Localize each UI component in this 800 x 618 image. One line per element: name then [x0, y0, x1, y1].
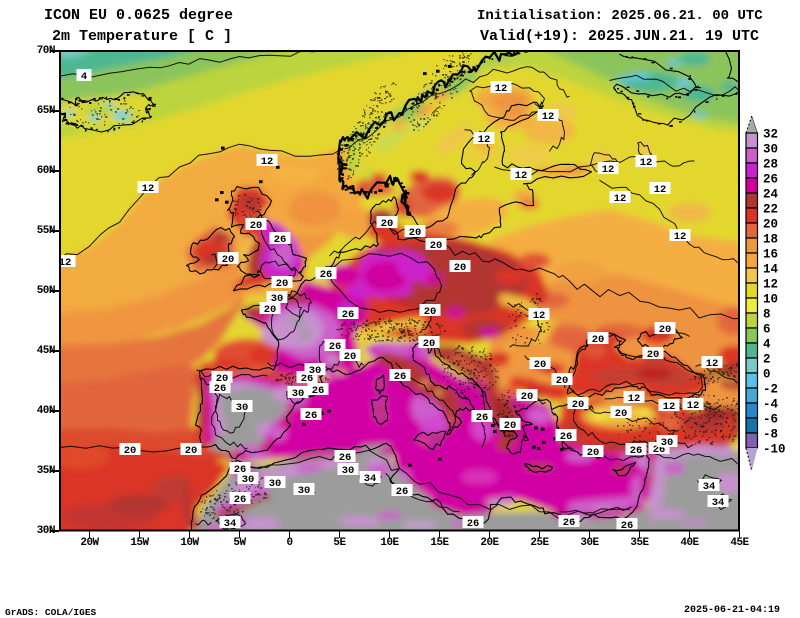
svg-text:20: 20 [430, 240, 443, 252]
svg-text:26: 26 [339, 452, 352, 464]
svg-text:34: 34 [224, 518, 237, 530]
svg-text:20: 20 [423, 338, 436, 350]
svg-text:20: 20 [647, 349, 660, 361]
svg-text:4: 4 [763, 338, 771, 352]
svg-text:26: 26 [342, 309, 355, 321]
svg-text:20: 20 [521, 391, 534, 403]
svg-text:30: 30 [309, 365, 322, 377]
svg-text:12: 12 [602, 164, 615, 176]
svg-text:20: 20 [659, 324, 672, 336]
svg-text:12: 12 [515, 170, 528, 182]
svg-text:12: 12 [478, 134, 491, 146]
svg-text:-8: -8 [763, 428, 778, 442]
svg-text:20: 20 [556, 375, 569, 387]
svg-text:0: 0 [763, 368, 771, 382]
svg-text:10: 10 [763, 293, 778, 307]
svg-text:26: 26 [476, 412, 489, 424]
svg-text:30: 30 [298, 485, 311, 497]
svg-text:14: 14 [763, 263, 779, 277]
svg-text:34: 34 [712, 497, 725, 509]
svg-text:20: 20 [344, 351, 357, 363]
svg-text:12: 12 [542, 111, 555, 123]
svg-text:30: 30 [269, 478, 282, 490]
svg-text:26: 26 [396, 486, 409, 498]
svg-text:20: 20 [222, 254, 235, 266]
svg-text:20: 20 [592, 334, 605, 346]
svg-text:12: 12 [628, 393, 641, 405]
svg-text:6: 6 [763, 323, 771, 337]
svg-text:4: 4 [81, 71, 87, 83]
svg-text:26: 26 [312, 385, 325, 397]
svg-text:30: 30 [271, 293, 284, 305]
svg-text:12: 12 [663, 401, 676, 413]
svg-text:16: 16 [763, 248, 778, 262]
svg-text:26: 26 [563, 517, 576, 529]
svg-text:26: 26 [467, 518, 480, 530]
svg-text:20: 20 [587, 447, 600, 459]
svg-text:20: 20 [504, 420, 517, 432]
svg-text:26: 26 [329, 341, 342, 353]
svg-text:20: 20 [185, 445, 198, 457]
svg-text:20: 20 [250, 220, 263, 232]
svg-text:32: 32 [763, 128, 778, 142]
svg-text:12: 12 [763, 278, 778, 292]
svg-text:12: 12 [614, 193, 627, 205]
svg-text:34: 34 [364, 473, 377, 485]
svg-text:28: 28 [763, 158, 778, 172]
svg-text:20: 20 [424, 306, 437, 318]
svg-text:8: 8 [763, 308, 771, 322]
svg-text:20: 20 [264, 304, 277, 316]
svg-text:-6: -6 [763, 413, 778, 427]
svg-text:12: 12 [654, 184, 667, 196]
svg-text:20: 20 [534, 359, 547, 371]
svg-text:20: 20 [763, 218, 778, 232]
svg-text:-10: -10 [763, 443, 786, 457]
svg-text:12: 12 [674, 231, 687, 243]
svg-text:20: 20 [276, 278, 289, 290]
svg-text:26: 26 [234, 494, 247, 506]
svg-text:34: 34 [703, 481, 716, 493]
svg-text:26: 26 [274, 234, 287, 246]
svg-text:30: 30 [236, 402, 249, 414]
svg-text:26: 26 [320, 269, 333, 281]
svg-text:12: 12 [640, 157, 653, 169]
svg-text:12: 12 [533, 310, 546, 322]
svg-text:30: 30 [763, 143, 778, 157]
svg-text:20: 20 [572, 399, 585, 411]
svg-text:18: 18 [763, 233, 778, 247]
svg-text:20: 20 [381, 218, 394, 230]
svg-text:26: 26 [560, 431, 573, 443]
svg-text:30: 30 [342, 465, 355, 477]
svg-text:12: 12 [495, 83, 508, 95]
svg-text:26: 26 [301, 373, 314, 385]
svg-text:2: 2 [763, 353, 771, 367]
svg-text:20: 20 [454, 262, 467, 274]
svg-text:20: 20 [615, 408, 628, 420]
svg-text:12: 12 [142, 183, 155, 195]
svg-text:12: 12 [261, 156, 274, 168]
svg-text:12: 12 [59, 257, 71, 269]
svg-text:-4: -4 [763, 398, 779, 412]
svg-text:30: 30 [292, 388, 305, 400]
svg-text:30: 30 [242, 474, 255, 486]
svg-text:26: 26 [763, 173, 778, 187]
svg-text:-2: -2 [763, 383, 778, 397]
svg-text:20: 20 [409, 227, 422, 239]
svg-text:20: 20 [124, 445, 137, 457]
svg-text:26: 26 [630, 445, 643, 457]
svg-text:26: 26 [621, 520, 634, 532]
svg-text:30: 30 [661, 437, 674, 449]
svg-text:12: 12 [706, 358, 719, 370]
svg-text:22: 22 [763, 203, 778, 217]
svg-text:12: 12 [687, 400, 700, 412]
svg-text:26: 26 [214, 383, 227, 395]
svg-text:26: 26 [305, 410, 318, 422]
svg-text:26: 26 [394, 371, 407, 383]
svg-text:24: 24 [763, 188, 779, 202]
